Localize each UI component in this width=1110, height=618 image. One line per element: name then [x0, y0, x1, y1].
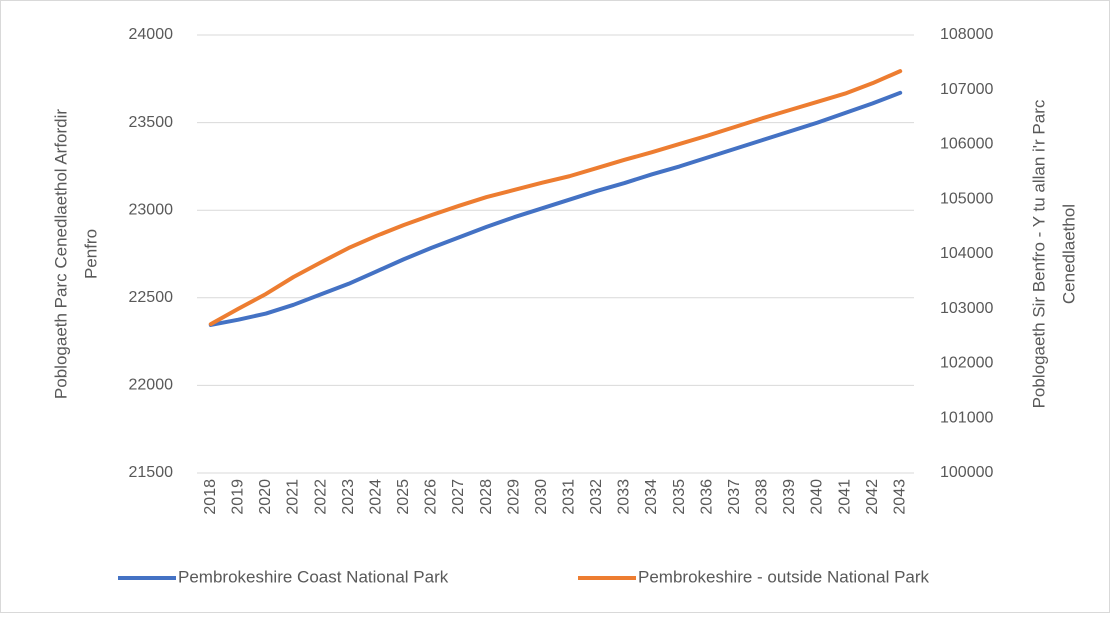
- x-tick-label: 2023: [340, 479, 357, 515]
- y2-tick-label: 107000: [940, 81, 993, 98]
- x-tick-label: 2027: [450, 479, 467, 515]
- x-tick-label: 2026: [423, 479, 440, 515]
- y-tick-label: 23000: [129, 201, 174, 218]
- x-tick-label: 2021: [285, 479, 302, 515]
- y-axis-title: Penfro: [81, 229, 100, 279]
- y-tick-label: 22500: [129, 289, 174, 306]
- y-tick-label: 24000: [129, 26, 174, 43]
- x-tick-label: 2018: [202, 479, 219, 515]
- y-tick-label: 22000: [129, 377, 174, 394]
- x-tick-label: 2041: [836, 479, 853, 515]
- x-tick-label: 2038: [754, 479, 771, 515]
- y-tick-label: 21500: [129, 464, 174, 481]
- y2-tick-label: 103000: [940, 300, 993, 317]
- y2-tick-label: 106000: [940, 136, 993, 153]
- x-tick-label: 2040: [809, 479, 826, 515]
- x-tick-label: 2028: [478, 479, 495, 515]
- y2-tick-label: 102000: [940, 355, 993, 372]
- legend-label: Pembrokeshire Coast National Park: [178, 567, 449, 586]
- x-tick-label: 2019: [230, 479, 247, 515]
- x-tick-label: 2022: [312, 479, 329, 515]
- x-tick-label: 2042: [864, 479, 881, 515]
- x-tick-label: 2020: [257, 479, 274, 515]
- x-tick-label: 2039: [781, 479, 798, 515]
- x-tick-label: 2025: [395, 479, 412, 515]
- y2-tick-label: 105000: [940, 190, 993, 207]
- y2-tick-label: 108000: [940, 26, 993, 43]
- x-tick-label: 2030: [533, 479, 550, 515]
- y2-tick-label: 100000: [940, 464, 993, 481]
- x-tick-label: 2037: [726, 479, 743, 515]
- x-tick-label: 2035: [671, 479, 688, 515]
- y2-axis-title: Cenedlaethol: [1059, 204, 1078, 304]
- y2-tick-label: 101000: [940, 409, 993, 426]
- x-tick-label: 2036: [698, 479, 715, 515]
- x-tick-label: 2034: [643, 479, 660, 515]
- y-axis-title: Poblogaeth Parc Cenedlaethol Arfordir: [51, 109, 70, 399]
- x-tick-label: 2031: [561, 479, 578, 515]
- x-tick-label: 2033: [616, 479, 633, 515]
- y-tick-label: 23500: [129, 114, 174, 131]
- y2-tick-label: 104000: [940, 245, 993, 262]
- y2-axis-title: Poblogaeth Sir Benfro - Y tu allan i'r P…: [1029, 99, 1048, 408]
- x-tick-label: 2029: [505, 479, 522, 515]
- series-line: [208, 69, 903, 327]
- x-tick-label: 2043: [891, 479, 908, 515]
- x-tick-label: 2032: [588, 479, 605, 515]
- series-line: [208, 90, 903, 327]
- legend-label: Pembrokeshire - outside National Park: [638, 567, 930, 586]
- x-tick-label: 2024: [367, 479, 384, 515]
